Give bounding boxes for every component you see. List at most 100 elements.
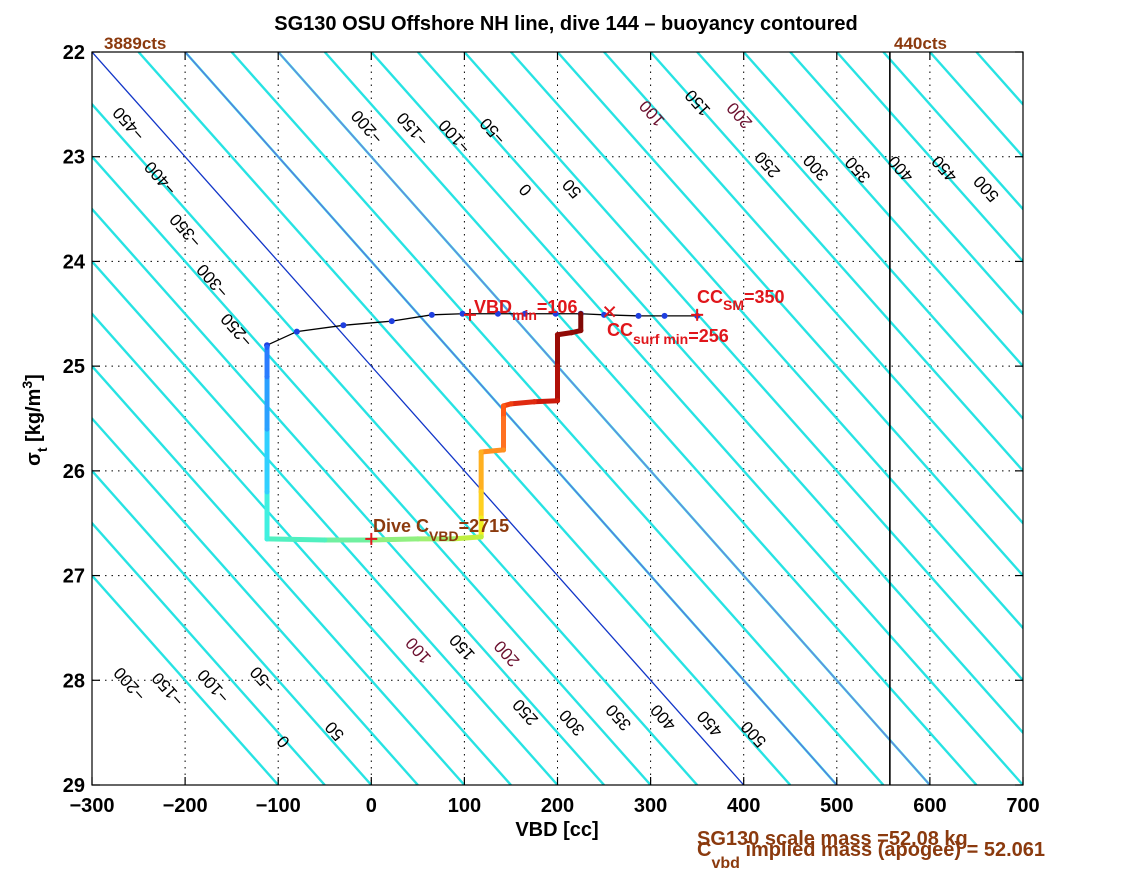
x-tick-label: 0 [366, 795, 377, 817]
apogee-point [552, 310, 559, 317]
buoyancy-contour-550 [603, 52, 1023, 526]
y-tick-label: 23 [63, 147, 85, 169]
dive-c-sub: VBD [429, 528, 459, 544]
contour-label: −400 [141, 158, 181, 199]
contour-label: 350 [602, 701, 635, 735]
x-tick-label: −300 [69, 795, 114, 817]
plot-area [92, 52, 1023, 785]
dive-point [508, 401, 514, 407]
dive-point [264, 374, 270, 380]
x-tick-label: 100 [448, 795, 481, 817]
dive-point [478, 489, 484, 495]
contour-label: 100 [636, 96, 669, 130]
buoyancy-contour-50 [137, 52, 792, 785]
buoyancy-contour-600 [649, 52, 1023, 473]
contour-label: 500 [970, 172, 1003, 206]
dive-segment [450, 534, 484, 542]
dive-point [478, 534, 484, 540]
reference-line-200 [277, 52, 931, 785]
buoyancy-contour--150 [92, 207, 605, 785]
contour-label: 250 [509, 695, 542, 729]
buoyancy-contour-500 [556, 52, 1023, 578]
contour-label: 50 [321, 718, 348, 745]
y-tick-label: 27 [63, 566, 85, 588]
reference-lines [92, 52, 931, 785]
contour-label: 200 [723, 98, 756, 132]
cross-b [603, 305, 616, 318]
buoyancy-contour-250 [323, 52, 978, 785]
dive-point [264, 426, 270, 432]
y-tick-label: 22 [63, 42, 85, 64]
markers [365, 305, 704, 545]
apogee-point [635, 312, 642, 319]
reference-line-0 [92, 52, 745, 785]
axis-ticks: −300 −200 −100 0 100 200 300 400 500 600 700222324… [63, 42, 1040, 817]
plus-marker [463, 308, 476, 321]
dive-point [415, 536, 421, 542]
implied-mass-footer: Cvbd implied mass (apogee) = 52.061 [697, 839, 1045, 872]
apogee-point [428, 311, 435, 318]
y-tick-label: 25 [63, 356, 85, 378]
cc-sm-sub: SM [723, 297, 744, 313]
dive-point [500, 447, 507, 453]
apogee-point [459, 310, 466, 317]
apogee-point [494, 310, 501, 317]
buoyancy-contour--350 [92, 416, 419, 785]
contour-label: 500 [737, 717, 770, 751]
contour-label: 350 [841, 153, 874, 187]
implied-mass-c: C [697, 839, 711, 861]
plus-marker [691, 308, 704, 321]
apogee-point [293, 328, 300, 335]
dive-point [578, 311, 584, 317]
dive-point [500, 415, 507, 422]
dive-c-val: =2715 [459, 516, 510, 536]
y-tick-label: 28 [63, 670, 85, 692]
contour-label: 0 [273, 732, 293, 752]
apogee-point [661, 312, 668, 319]
buoyancy-contour--300 [92, 364, 466, 785]
buoyancy-contour-300 [370, 52, 1023, 785]
cc-surf-val: =256 [688, 326, 729, 346]
x-axis-label: VBD [cc] [515, 819, 598, 841]
implied-mass-sub: vbd [711, 855, 739, 872]
right-limit-label: 440cts [894, 34, 947, 53]
cc-surf-sub: surf min [633, 331, 688, 347]
contour-label: −50 [246, 663, 279, 697]
dive-point [578, 327, 584, 334]
cc-surf-min-label: CCsurf min=256 [607, 320, 729, 347]
buoyancy-contour-1000 [1022, 52, 1023, 54]
buoyancy-contour-150 [230, 52, 885, 785]
contour-label: −300 [193, 260, 233, 301]
vbd-min-label: VBDmin=106 [474, 297, 577, 323]
buoyancy-contour--250 [92, 311, 512, 785]
vbd-min-main: VBD [474, 297, 512, 317]
y-tick-label: 24 [63, 251, 86, 273]
contour-label: 100 [402, 634, 435, 668]
buoyancy-contour-950 [975, 52, 1023, 107]
cross-marker [603, 305, 616, 318]
buoyancy-contour-450 [510, 52, 1023, 630]
buoyancy-contour-750 [789, 52, 1023, 316]
left-limit-label: 3889cts [104, 34, 166, 53]
implied-mass-rest: implied mass (apogee) = 52.061 [740, 839, 1045, 861]
contour-label: 450 [928, 152, 961, 186]
y-axis-label: σt [kg/m3] [19, 374, 50, 466]
y-label-unit: [kg/m [23, 389, 45, 448]
buoyancy-contour--200 [92, 259, 559, 785]
buoyancy-contours [92, 52, 1023, 785]
y-tick-label: 29 [63, 775, 85, 797]
buoyancy-contour-350 [416, 52, 1023, 735]
contour-label: −50 [476, 114, 509, 148]
buoyancy-contour-700 [742, 52, 1023, 368]
cc-surf-main: CC [607, 320, 633, 340]
apogee-line [266, 313, 698, 346]
contour-label: 150 [446, 630, 479, 664]
cc-sm-label: CCSM=350 [697, 287, 785, 313]
y-label-sigma: σ [23, 452, 45, 466]
dive-point [531, 399, 537, 405]
dive-segment [478, 447, 507, 455]
cc-sm-main: CC [697, 287, 723, 307]
dive-point [478, 449, 484, 455]
contour-label: 50 [559, 175, 586, 202]
buoyancy-contour--50 [92, 102, 699, 785]
